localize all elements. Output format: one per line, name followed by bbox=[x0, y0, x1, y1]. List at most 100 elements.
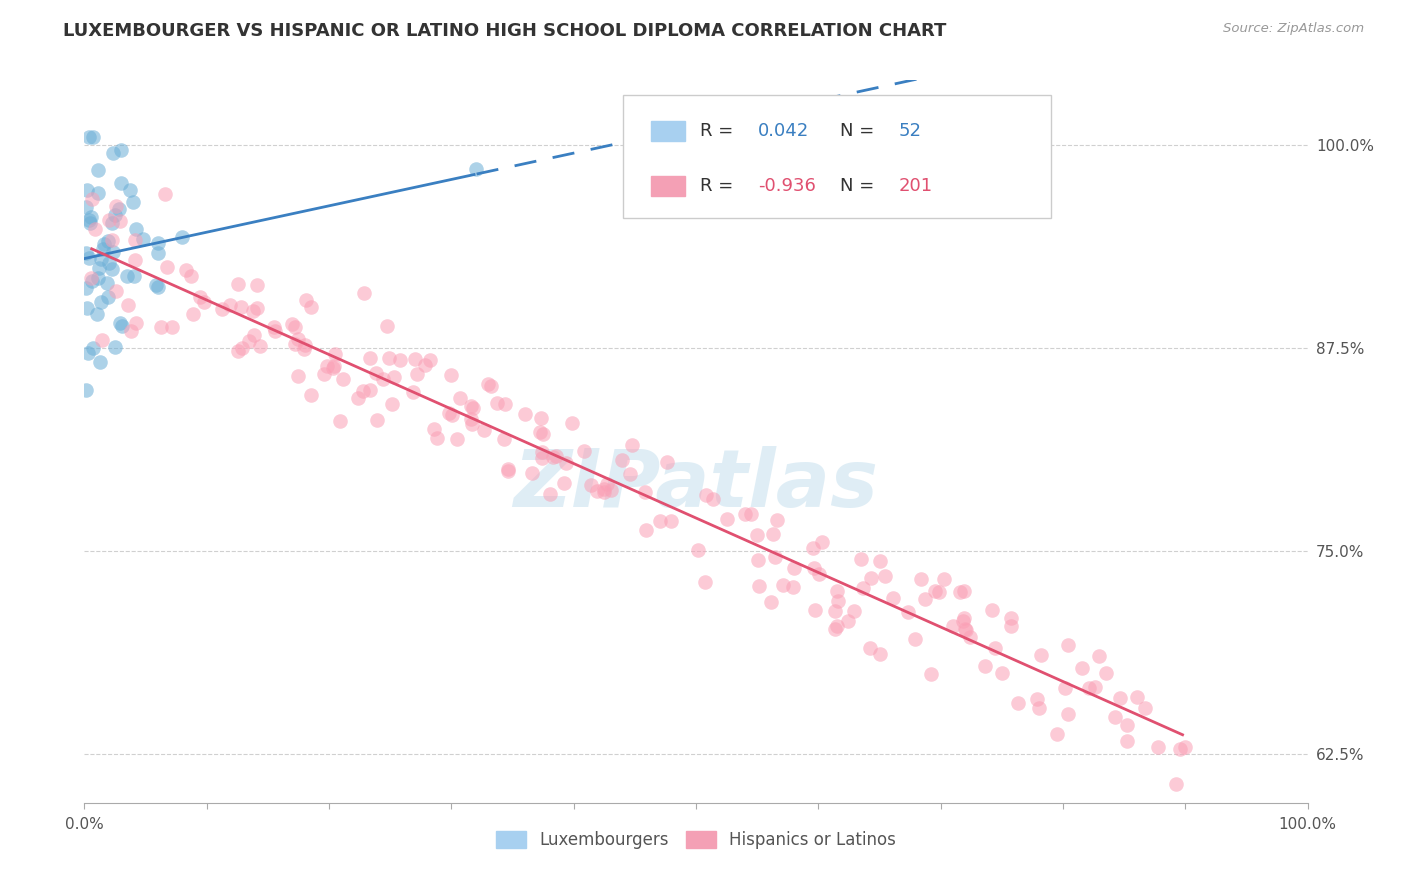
Point bbox=[621, 438, 644, 452]
Legend: Luxembourgers, Hispanics or Latinos: Luxembourgers, Hispanics or Latinos bbox=[489, 824, 903, 856]
Point bbox=[366, 412, 388, 426]
Point bbox=[89, 260, 111, 275]
Point bbox=[231, 341, 253, 355]
Point bbox=[991, 665, 1014, 680]
Point bbox=[477, 377, 499, 392]
Point bbox=[928, 584, 950, 599]
Point bbox=[762, 527, 785, 541]
Point bbox=[263, 320, 285, 334]
Point bbox=[538, 487, 561, 501]
Point bbox=[75, 383, 97, 397]
Point bbox=[91, 242, 114, 256]
Point bbox=[299, 300, 322, 314]
Point bbox=[325, 347, 347, 361]
Point bbox=[86, 307, 108, 321]
Point bbox=[953, 622, 976, 636]
Point bbox=[93, 237, 115, 252]
Point bbox=[984, 641, 1007, 656]
Point bbox=[281, 318, 304, 332]
Point bbox=[498, 464, 520, 478]
Point bbox=[101, 244, 124, 259]
Point bbox=[132, 232, 155, 246]
Point bbox=[782, 580, 804, 594]
Point bbox=[1084, 680, 1107, 694]
Point bbox=[111, 319, 134, 334]
Point bbox=[87, 186, 110, 201]
Point bbox=[211, 301, 233, 316]
Point bbox=[702, 491, 724, 506]
Point bbox=[529, 425, 551, 439]
Point bbox=[1029, 648, 1052, 663]
Point bbox=[146, 280, 169, 294]
Point bbox=[347, 391, 370, 405]
Point bbox=[332, 371, 354, 385]
Point bbox=[686, 542, 709, 557]
Point bbox=[419, 353, 441, 368]
Point bbox=[1007, 696, 1029, 710]
Point bbox=[402, 384, 425, 399]
Point bbox=[494, 432, 516, 446]
Point bbox=[807, 567, 830, 582]
Text: 0.042: 0.042 bbox=[758, 122, 810, 140]
Point bbox=[188, 290, 211, 304]
Point bbox=[413, 358, 436, 372]
Point bbox=[513, 407, 536, 421]
Text: Source: ZipAtlas.com: Source: ZipAtlas.com bbox=[1223, 22, 1364, 36]
Point bbox=[146, 236, 169, 251]
Point bbox=[105, 199, 128, 213]
Point bbox=[153, 186, 176, 201]
Point bbox=[541, 450, 564, 465]
Point bbox=[648, 514, 671, 528]
Point bbox=[695, 488, 717, 502]
Text: 52: 52 bbox=[898, 122, 922, 140]
Point bbox=[837, 614, 859, 628]
Point bbox=[292, 342, 315, 356]
Point bbox=[77, 345, 100, 359]
Point bbox=[82, 274, 104, 288]
Point bbox=[101, 146, 124, 161]
Point bbox=[748, 578, 770, 592]
Point bbox=[284, 320, 307, 334]
Point bbox=[842, 604, 865, 618]
Point bbox=[859, 641, 882, 656]
Point bbox=[446, 432, 468, 446]
Point bbox=[747, 553, 769, 567]
Point bbox=[180, 268, 202, 283]
Point bbox=[226, 277, 249, 291]
Point bbox=[329, 414, 352, 428]
Point bbox=[294, 337, 316, 351]
Point bbox=[460, 412, 482, 426]
Point bbox=[634, 523, 657, 537]
FancyBboxPatch shape bbox=[623, 95, 1050, 218]
Point bbox=[149, 320, 172, 334]
Point bbox=[97, 213, 120, 227]
Point bbox=[824, 604, 846, 618]
Point bbox=[105, 284, 128, 298]
Point bbox=[97, 235, 120, 249]
Point bbox=[460, 399, 482, 413]
Point bbox=[531, 427, 554, 442]
Point bbox=[920, 667, 942, 681]
Point bbox=[77, 213, 100, 227]
Point bbox=[924, 583, 946, 598]
Point bbox=[104, 208, 127, 222]
Point bbox=[104, 340, 127, 354]
Point bbox=[80, 210, 103, 224]
Point bbox=[426, 431, 449, 445]
Point bbox=[897, 605, 920, 619]
Point bbox=[574, 444, 596, 458]
Point bbox=[1109, 691, 1132, 706]
Point bbox=[1147, 740, 1170, 755]
Point bbox=[803, 603, 825, 617]
Point bbox=[172, 230, 194, 244]
Point bbox=[869, 647, 891, 661]
Point bbox=[97, 290, 120, 304]
Point bbox=[353, 286, 375, 301]
Point bbox=[294, 293, 316, 307]
Point bbox=[952, 583, 974, 598]
Point bbox=[100, 262, 122, 277]
Point bbox=[110, 143, 132, 157]
Point bbox=[437, 406, 460, 420]
Point bbox=[655, 455, 678, 469]
Point bbox=[108, 214, 131, 228]
